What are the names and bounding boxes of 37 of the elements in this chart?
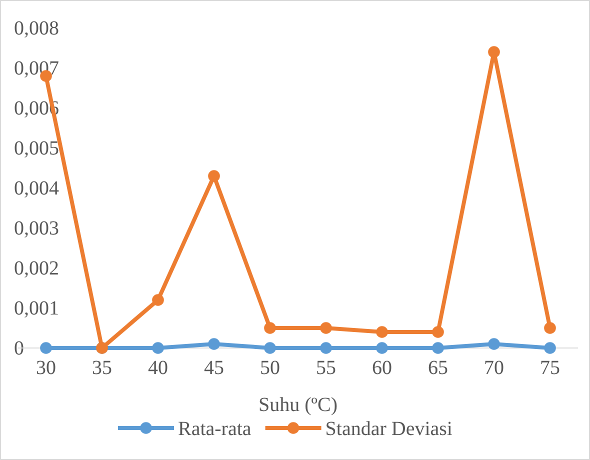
y-tick-label: 0,002 xyxy=(14,257,59,280)
point xyxy=(488,46,500,58)
point xyxy=(432,326,444,338)
point xyxy=(320,342,332,354)
point xyxy=(376,342,388,354)
point xyxy=(208,338,220,350)
point xyxy=(264,342,276,354)
x-tick-label: 45 xyxy=(204,357,224,380)
point xyxy=(488,338,500,350)
legend-label: Standar Deviasi xyxy=(325,418,453,440)
point xyxy=(544,322,556,334)
x-tick-label: 65 xyxy=(428,357,448,380)
y-tick-label: 0,004 xyxy=(14,177,59,200)
x-tick-label: 50 xyxy=(260,357,280,380)
point xyxy=(264,322,276,334)
x-tick-label: 40 xyxy=(148,357,168,380)
y-tick-label: 0,008 xyxy=(14,17,59,40)
y-tick-label: 0,001 xyxy=(14,297,59,320)
x-axis-title: Suhu (ºC) xyxy=(258,394,338,416)
point xyxy=(208,170,220,182)
legend-label: Rata-rata xyxy=(178,418,252,440)
y-tick-label: 0 xyxy=(14,337,24,360)
x-tick-label: 75 xyxy=(540,357,560,380)
point xyxy=(544,342,556,354)
point xyxy=(320,322,332,334)
point xyxy=(152,342,164,354)
point xyxy=(376,326,388,338)
y-tick-label: 0,003 xyxy=(14,217,59,240)
x-tick-label: 30 xyxy=(36,357,56,380)
x-tick-label: 70 xyxy=(484,357,504,380)
point xyxy=(432,342,444,354)
x-tick-label: 55 xyxy=(316,357,336,380)
point xyxy=(152,294,164,306)
point xyxy=(40,342,52,354)
x-tick-label: 35 xyxy=(92,357,112,380)
x-tick-label: 60 xyxy=(372,357,392,380)
y-tick-label: 0,005 xyxy=(14,137,59,160)
